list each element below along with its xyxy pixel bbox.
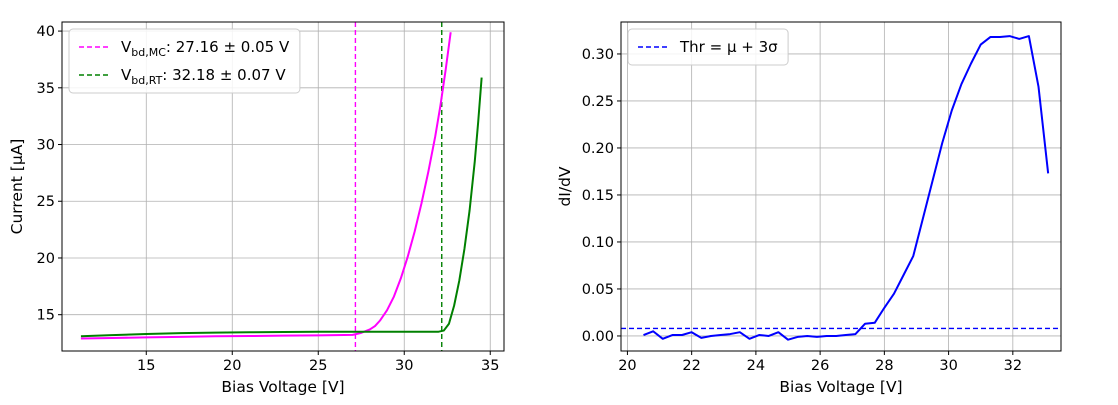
y-tick-label: 25 bbox=[37, 194, 55, 210]
y-tick-label: 20 bbox=[37, 251, 55, 267]
x-tick-label: 30 bbox=[939, 358, 957, 374]
series-line bbox=[80, 32, 452, 340]
x-tick-label: 20 bbox=[618, 358, 636, 374]
legend-label-rest: : 27.16 ± 0.05 V bbox=[166, 38, 290, 56]
legend-label: Vbd,RT: 32.18 ± 0.07 V bbox=[121, 66, 286, 87]
y-tick-label: 0.15 bbox=[582, 188, 614, 204]
x-tick-label: 32 bbox=[1004, 358, 1022, 374]
y-axis-label: dI/dV bbox=[556, 166, 574, 206]
legend-label-main: V bbox=[121, 66, 132, 84]
legend: Thr = μ + 3σ bbox=[627, 28, 789, 66]
legend-box bbox=[627, 28, 789, 66]
x-tick-label: 22 bbox=[682, 358, 700, 374]
legend-label: Vbd,MC: 27.16 ± 0.05 V bbox=[121, 38, 290, 59]
x-tick-label: 20 bbox=[223, 358, 241, 374]
series-group bbox=[80, 32, 483, 340]
x-axis-label: Bias Voltage [V] bbox=[779, 378, 902, 396]
legend-box bbox=[68, 28, 301, 94]
series-group bbox=[643, 35, 1050, 341]
legend-label-rest: : 32.18 ± 0.07 V bbox=[162, 66, 286, 84]
y-tick-label: 35 bbox=[37, 81, 55, 97]
plot-frame bbox=[620, 21, 1062, 352]
y-tick-label: 0.05 bbox=[582, 282, 614, 298]
y-tick-label: 0.20 bbox=[582, 141, 614, 157]
y-tick-label: 0.10 bbox=[582, 235, 614, 251]
y-tick-label: 40 bbox=[37, 24, 55, 40]
dIdV-vs-voltage-panel: 20 22 24 26 28 30 32 0.00 0.05 0.10 0.15 0.20 0.25 0.… bbox=[556, 21, 1062, 396]
legend-label: Thr = μ + 3σ bbox=[679, 38, 778, 56]
legend-label-subscript: bd,RT bbox=[131, 74, 162, 87]
y-tick-label: 0.25 bbox=[582, 94, 614, 110]
series-line bbox=[643, 35, 1050, 341]
x-tick-label: 25 bbox=[309, 358, 327, 374]
x-axis-label: Bias Voltage [V] bbox=[221, 378, 344, 396]
x-tick-label: 15 bbox=[137, 358, 155, 374]
y-tick-label: 0.00 bbox=[582, 329, 614, 345]
y-tick-label: 30 bbox=[37, 138, 55, 154]
current-vs-voltage-panel: 15 20 25 30 35 15 20 25 30 35 40 Bias Voltage [V] Cu… bbox=[8, 21, 505, 396]
legend-label-subscript: bd,MC bbox=[131, 46, 166, 59]
legend-label-main: V bbox=[121, 38, 132, 56]
x-tick-label: 26 bbox=[811, 358, 829, 374]
y-axis-label: Current [μA] bbox=[8, 139, 26, 235]
x-tick-label: 24 bbox=[747, 358, 765, 374]
x-tick-label: 35 bbox=[481, 358, 499, 374]
plot-frame bbox=[61, 21, 505, 352]
series-line bbox=[80, 77, 483, 338]
x-tick-label: 28 bbox=[875, 358, 893, 374]
y-tick-label: 15 bbox=[37, 308, 55, 324]
x-tick-label: 30 bbox=[395, 358, 413, 374]
y-tick-label: 0.30 bbox=[582, 47, 614, 63]
